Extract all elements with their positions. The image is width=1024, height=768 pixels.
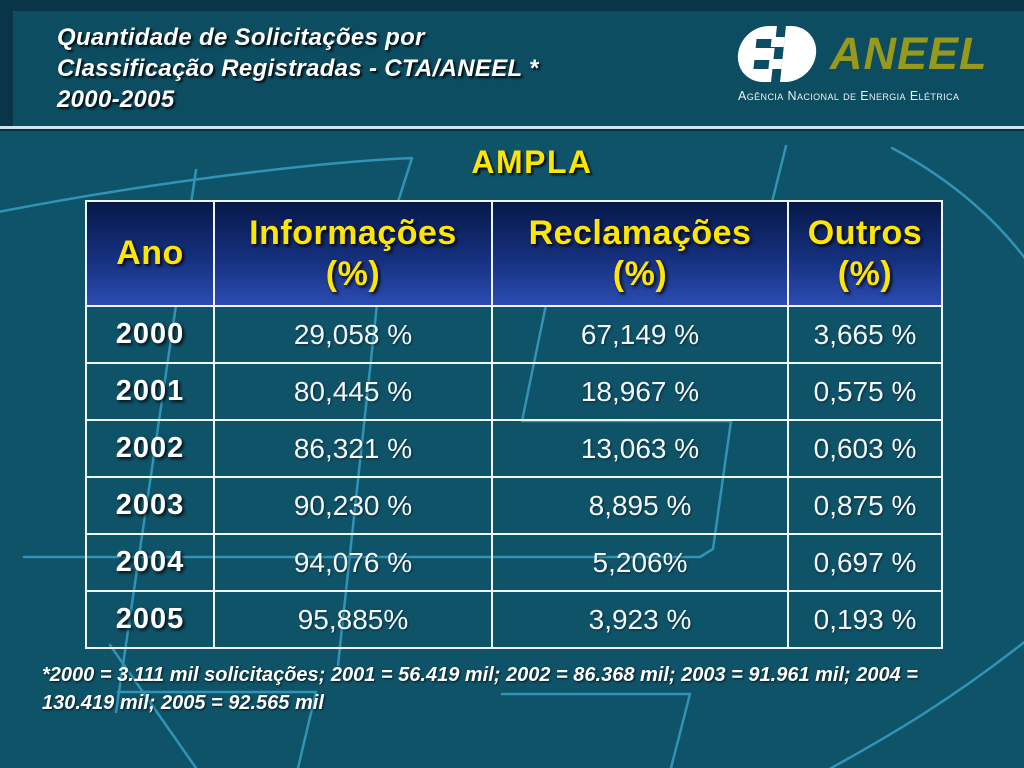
value-cell-reclamacoes: 5,206% <box>491 533 789 592</box>
value-cell-outros: 3,665 % <box>787 305 943 364</box>
value-cell-informacoes: 94,076 % <box>213 533 493 592</box>
aneel-logo: ANEEL Agência Nacional de Energia Elétri… <box>735 26 994 103</box>
value-cell-outros: 0,575 % <box>787 362 943 421</box>
value-cell-reclamacoes: 3,923 % <box>491 590 789 649</box>
aneel-caption: Agência Nacional de Energia Elétrica <box>738 89 960 103</box>
year-cell: 2003 <box>85 476 215 535</box>
footnote-line-1: *2000 = 3.111 mil solicitações; 2001 = 5… <box>42 664 918 686</box>
column-header-label: Outros <box>807 214 923 253</box>
value-cell-reclamacoes: 13,063 % <box>491 419 789 478</box>
column-header-reclamacoes: Reclamações (%) <box>491 200 789 307</box>
year-cell: 2000 <box>85 305 215 364</box>
page-title-line-2: Classificação Registradas - CTA/ANEEL * <box>57 55 539 82</box>
column-header-label: Informações <box>249 214 457 253</box>
table-row-2005: 2005 95,885% 3,923 % 0,193 % <box>85 590 943 649</box>
year-cell: 2004 <box>85 533 215 592</box>
header-divider <box>0 126 1024 129</box>
year-cell: 2001 <box>85 362 215 421</box>
footnote: *2000 = 3.111 mil solicitações; 2001 = 5… <box>42 661 918 717</box>
header-band <box>13 11 1024 127</box>
data-table: Ano Informações (%) Reclamações (%) Outr… <box>85 200 943 649</box>
column-header-outros: Outros (%) <box>787 200 943 307</box>
header-divider-shadow <box>0 129 1024 131</box>
value-cell-reclamacoes: 67,149 % <box>491 305 789 364</box>
page-title-line-3: 2000-2005 <box>57 86 175 113</box>
slide-frame-left <box>0 0 13 127</box>
column-header-sub: (%) <box>612 254 668 293</box>
value-cell-outros: 0,193 % <box>787 590 943 649</box>
page-title-line-1: Quantidade de Solicitações por <box>57 24 425 51</box>
year-cell: 2005 <box>85 590 215 649</box>
table-row-2003: 2003 90,230 % 8,895 % 0,875 % <box>85 476 943 535</box>
aneel-plug-icon <box>735 26 819 82</box>
table-header-row: Ano Informações (%) Reclamações (%) Outr… <box>85 200 943 307</box>
column-header-informacoes: Informações (%) <box>213 200 493 307</box>
section-heading: AMPLA <box>471 144 593 180</box>
table-row-2001: 2001 80,445 % 18,967 % 0,575 % <box>85 362 943 421</box>
footnote-line-2: 130.419 mil; 2005 = 92.565 mil <box>42 692 324 714</box>
column-header-ano: Ano <box>85 200 215 307</box>
value-cell-informacoes: 80,445 % <box>213 362 493 421</box>
value-cell-reclamacoes: 18,967 % <box>491 362 789 421</box>
value-cell-outros: 0,875 % <box>787 476 943 535</box>
column-header-sub: (%) <box>325 254 381 293</box>
value-cell-informacoes: 95,885% <box>213 590 493 649</box>
column-header-label: Ano <box>116 234 184 273</box>
value-cell-informacoes: 90,230 % <box>213 476 493 535</box>
column-header-label: Reclamações <box>528 214 752 253</box>
value-cell-outros: 0,603 % <box>787 419 943 478</box>
slide-frame-top <box>0 0 1024 11</box>
value-cell-outros: 0,697 % <box>787 533 943 592</box>
table-row-2004: 2004 94,076 % 5,206% 0,697 % <box>85 533 943 592</box>
column-header-sub: (%) <box>837 254 893 293</box>
plug-socket-left-icon <box>735 26 777 82</box>
page-title: Quantidade de Solicitações por Classific… <box>57 22 539 115</box>
table-row-2002: 2002 86,321 % 13,063 % 0,603 % <box>85 419 943 478</box>
plug-right-icon <box>780 26 819 82</box>
value-cell-informacoes: 29,058 % <box>213 305 493 364</box>
value-cell-reclamacoes: 8,895 % <box>491 476 789 535</box>
aneel-brand-text: ANEEL <box>830 28 988 79</box>
year-cell: 2002 <box>85 419 215 478</box>
table-row-2000: 2000 29,058 % 67,149 % 3,665 % <box>85 305 943 364</box>
value-cell-informacoes: 86,321 % <box>213 419 493 478</box>
